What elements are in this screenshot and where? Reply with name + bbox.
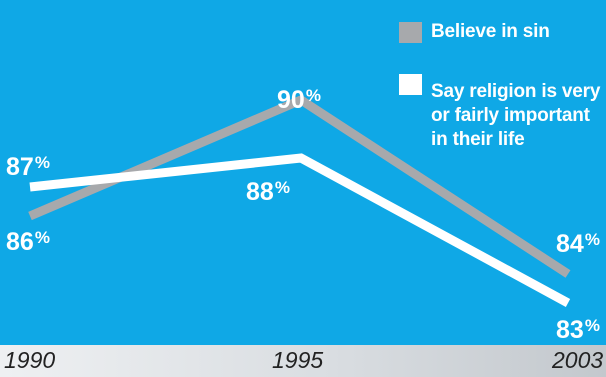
legend-label-believe-in-sin: Believe in sin [431,21,550,42]
data-label-religion-1990: 87% [6,153,50,181]
x-tick-2003: 2003 [552,347,604,373]
data-label-sin-1995: 90% [277,86,321,114]
x-tick-1995: 1995 [272,347,324,373]
series-religion-important-line [29,153,571,307]
data-label-sin-1990: 86% [6,228,50,256]
data-label-sin-2003: 84% [556,230,600,258]
legend-label-religion-line-1: Say religion is very [431,81,601,102]
data-label-religion-2003: 83% [556,316,600,344]
data-label-religion-1995: 88% [246,178,290,206]
legend-swatch-believe-in-sin [399,22,422,43]
legend-label-religion-line-2: or fairly important [431,105,590,126]
x-axis-band [0,345,606,377]
x-tick-1990: 1990 [4,347,56,373]
legend-label-religion-line-3: in their life [431,129,525,150]
legend-swatch-religion-important [399,74,422,95]
